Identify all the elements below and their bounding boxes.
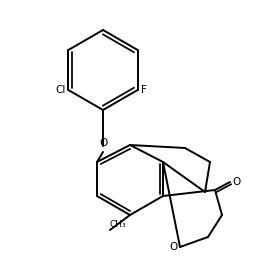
Text: F: F: [141, 85, 147, 95]
Text: CH₃: CH₃: [110, 220, 126, 229]
Text: O: O: [170, 242, 178, 252]
Text: O: O: [99, 138, 107, 148]
Text: Cl: Cl: [55, 85, 65, 95]
Text: O: O: [232, 177, 240, 187]
